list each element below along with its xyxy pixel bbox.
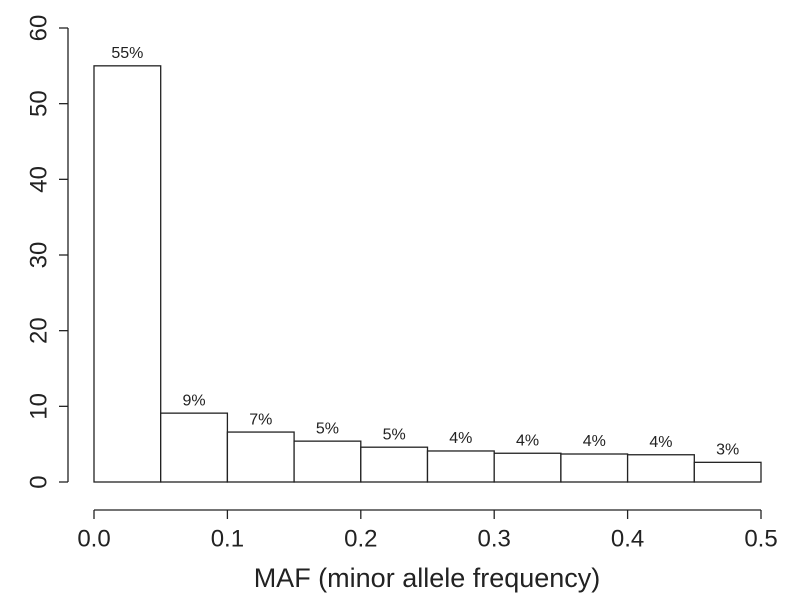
- x-tick-label: 0.4: [611, 525, 644, 552]
- bar: [226, 431, 295, 483]
- x-axis-title: MAF (minor allele frequency): [254, 563, 601, 593]
- bar: [626, 454, 695, 483]
- value-label: 9%: [182, 392, 205, 409]
- value-label: 5%: [383, 426, 406, 443]
- x-tick-label: 0.3: [478, 525, 511, 552]
- y-tick-label: 30: [25, 242, 52, 269]
- x-tick-label: 0.5: [744, 525, 777, 552]
- value-label: 4%: [516, 432, 539, 449]
- value-label: 55%: [111, 45, 143, 62]
- bar: [493, 452, 562, 483]
- y-tick-label: 20: [25, 317, 52, 344]
- bar: [693, 461, 762, 483]
- y-tick-label: 40: [25, 166, 52, 193]
- bar: [160, 412, 229, 483]
- x-tick-label: 0.1: [211, 525, 244, 552]
- x-tick-label: 0.0: [77, 525, 110, 552]
- y-tick-label: 50: [25, 90, 52, 117]
- y-tick-label: 60: [25, 15, 52, 42]
- y-tick-label: 0: [25, 475, 52, 488]
- value-label: 4%: [449, 430, 472, 447]
- value-label: 7%: [249, 411, 272, 428]
- value-label: 4%: [583, 433, 606, 450]
- bar: [360, 446, 429, 483]
- bar: [426, 450, 495, 483]
- value-label: 5%: [316, 420, 339, 437]
- bar: [293, 440, 362, 483]
- bar: [93, 65, 162, 483]
- bar: [560, 453, 629, 483]
- y-tick-label: 10: [25, 393, 52, 420]
- value-label: 4%: [649, 434, 672, 451]
- value-label: 3%: [716, 442, 739, 459]
- x-tick-label: 0.2: [344, 525, 377, 552]
